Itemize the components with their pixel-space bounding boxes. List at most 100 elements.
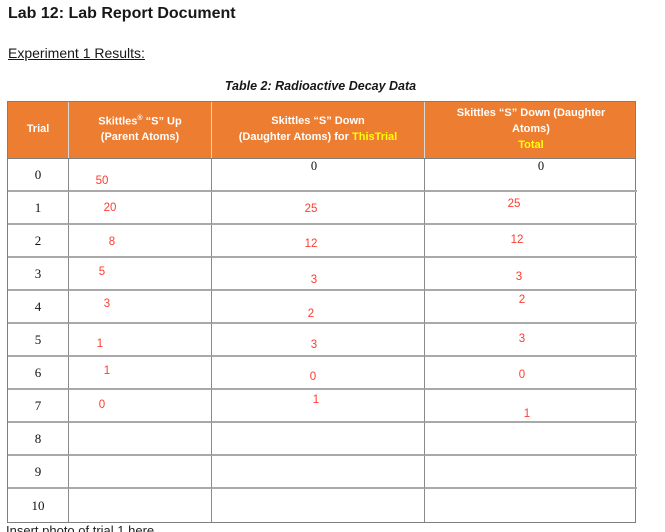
cell-down_trial[interactable]: 3 — [212, 258, 425, 291]
cell-value: 0 — [518, 368, 526, 381]
clipped-bottom-text: Insert photo of trial 1 here — [6, 523, 155, 532]
cell-up[interactable]: 3 — [69, 291, 212, 324]
cell-up[interactable]: 8 — [69, 225, 212, 258]
cell-value: 20 — [103, 201, 117, 214]
cell-up[interactable]: 1 — [69, 324, 212, 357]
cell-value: 12 — [304, 237, 318, 250]
cell-down_total[interactable]: 0 — [425, 357, 637, 390]
cell-trial: 3 — [8, 258, 69, 291]
cell-down_total[interactable] — [425, 423, 637, 456]
cell-down_trial[interactable]: 1 — [212, 390, 425, 423]
cell-value: 2 — [518, 293, 526, 306]
cell-trial: 5 — [8, 324, 69, 357]
cell-value: 1 — [34, 199, 42, 215]
cell-down_trial[interactable] — [212, 489, 425, 522]
cell-down_trial[interactable]: 12 — [212, 225, 425, 258]
table-row: 8 — [8, 423, 637, 456]
cell-value: 0 — [309, 370, 317, 383]
cell-down_total[interactable]: 3 — [425, 324, 637, 357]
cell-down_total[interactable]: 2 — [425, 291, 637, 324]
table-row: 2 8 12 12 — [8, 225, 637, 258]
cell-value: 0 — [34, 166, 42, 182]
up-rest-text: “S” Up — [142, 115, 182, 128]
registered-mark: ® — [137, 114, 143, 122]
table-row: 5 1 3 3 — [8, 324, 637, 357]
cell-value: 6 — [34, 364, 42, 380]
cell-down_trial[interactable]: 2 — [212, 291, 425, 324]
cell-down_total[interactable]: 1 — [425, 390, 637, 423]
header-skittles-down-total: Skittles “S” Down (Daughter Atoms) Total — [425, 102, 637, 158]
cell-value: 1 — [103, 364, 111, 377]
cell-value: 50 — [95, 174, 109, 187]
cell-value: 2 — [307, 307, 315, 320]
cell-value: 3 — [34, 265, 42, 281]
cell-value: 0 — [310, 159, 318, 173]
cell-value: 12 — [510, 233, 524, 246]
header-up-line2: (Parent Atoms) — [100, 131, 180, 144]
cell-down_total[interactable]: 0 — [425, 159, 637, 192]
header-down-trial-line1: Skittles “S” Down — [271, 115, 365, 128]
cell-value: 8 — [108, 235, 116, 248]
total-highlight: Total — [518, 138, 544, 151]
cell-down_trial[interactable] — [212, 456, 425, 489]
cell-down_trial[interactable]: 0 — [212, 357, 425, 390]
header-skittles-up: Skittles® “S” Up (Parent Atoms) — [69, 102, 212, 158]
cell-trial: 1 — [8, 192, 69, 225]
cell-value: 3 — [310, 338, 318, 351]
cell-up[interactable] — [69, 423, 212, 456]
cell-trial: 0 — [8, 159, 69, 192]
cell-value: 4 — [34, 298, 42, 314]
brand-text: Skittles — [98, 115, 138, 128]
table-caption: Table 2: Radioactive Decay Data — [224, 79, 417, 93]
table-row: 9 — [8, 456, 637, 489]
table-header-row: Trial Skittles® “S” Up (Parent Atoms) Sk… — [8, 102, 635, 159]
header-skittles-down-trial: Skittles “S” Down (Daughter Atoms) for T… — [212, 102, 425, 158]
cell-trial: 9 — [8, 456, 69, 489]
cell-value: 7 — [34, 397, 42, 413]
header-trial-label: Trial — [26, 123, 50, 136]
cell-value: 5 — [98, 265, 106, 278]
cell-trial: 10 — [8, 489, 69, 522]
cell-down_total[interactable]: 3 — [425, 258, 637, 291]
cell-trial: 7 — [8, 390, 69, 423]
section-heading: Experiment 1 Results: — [8, 45, 145, 61]
cell-down_trial[interactable] — [212, 423, 425, 456]
cell-up[interactable]: 5 — [69, 258, 212, 291]
cell-trial: 8 — [8, 423, 69, 456]
header-trial: Trial — [8, 102, 69, 158]
cell-down_total[interactable] — [425, 489, 637, 522]
cell-value: 25 — [304, 202, 318, 215]
cell-value: 3 — [310, 273, 318, 286]
cell-up[interactable]: 1 — [69, 357, 212, 390]
cell-up[interactable]: 20 — [69, 192, 212, 225]
cell-down_total[interactable]: 12 — [425, 225, 637, 258]
cell-up[interactable]: 0 — [69, 390, 212, 423]
cell-value: 3 — [515, 270, 523, 283]
cell-trial: 2 — [8, 225, 69, 258]
cell-down_total[interactable] — [425, 456, 637, 489]
decay-table: Trial Skittles® “S” Up (Parent Atoms) Sk… — [7, 101, 637, 523]
cell-value: 3 — [518, 332, 526, 345]
header-down-trial-line2: (Daughter Atoms) for ThisTrial — [239, 130, 398, 146]
page-title: Lab 12: Lab Report Document — [8, 5, 236, 22]
table-row: 4 3 2 2 — [8, 291, 637, 324]
cell-down_trial[interactable]: 0 — [212, 159, 425, 192]
cell-up[interactable]: 50 — [69, 159, 212, 192]
cell-trial: 4 — [8, 291, 69, 324]
cell-value: 9 — [34, 463, 42, 479]
header-down-total-line1: Skittles “S” Down (Daughter — [456, 107, 606, 120]
cell-down_trial[interactable]: 25 — [212, 192, 425, 225]
this-trial-highlight: ThisTrial — [352, 131, 398, 143]
table-row: 1 20 25 25 — [8, 192, 637, 225]
cell-value: 1 — [312, 393, 320, 406]
cell-up[interactable] — [69, 456, 212, 489]
cell-value: 1 — [523, 407, 531, 420]
table-row: 10 — [8, 489, 635, 522]
cell-value: 0 — [98, 398, 106, 411]
cell-up[interactable] — [69, 489, 212, 522]
cell-value: 2 — [34, 232, 42, 248]
table-row: 3 5 3 3 — [8, 258, 637, 291]
cell-down_total[interactable]: 25 — [425, 192, 637, 225]
cell-down_trial[interactable]: 3 — [212, 324, 425, 357]
